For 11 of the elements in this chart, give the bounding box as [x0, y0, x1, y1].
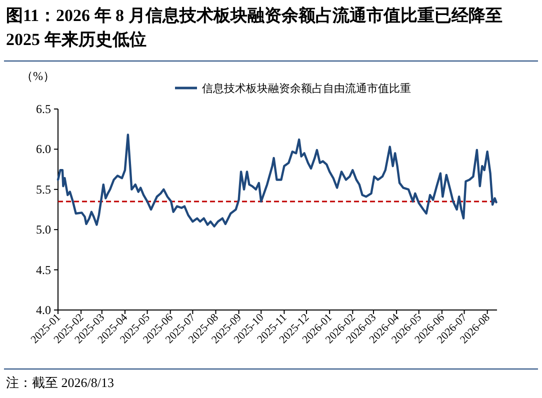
chart-title: 图11：2026 年 8 月信息技术板块融资余额占流通市值比重已经降至 2025 年来历史低位	[6, 5, 504, 51]
y-tick-label: 4.0	[36, 303, 51, 317]
text: 注：截至 2026/8/13	[6, 374, 114, 392]
y-axis-title: （%）	[21, 69, 55, 83]
legend-label: 信息技术板块融资余额占自由流通市值比重	[202, 82, 411, 95]
y-tick-label: 4.5	[36, 262, 51, 277]
y-tick-label: 6.0	[36, 142, 51, 156]
line-series	[56, 134, 498, 228]
y-tick-label: 5.5	[36, 182, 51, 196]
y-tick-label: 6.5	[36, 102, 51, 116]
y-tick-label: 5.0	[36, 222, 51, 237]
